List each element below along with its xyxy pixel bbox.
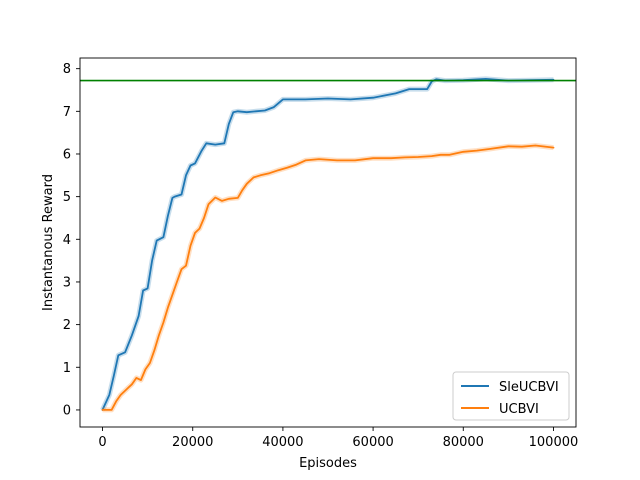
x-tick-label: 60000 bbox=[352, 435, 393, 450]
y-axis-label: Instantanous Reward bbox=[41, 174, 56, 311]
x-tick-label: 80000 bbox=[443, 435, 484, 450]
y-axis-ticks: 0 1 2 3 4 5 6 7 8 bbox=[63, 62, 80, 418]
plot-area bbox=[79, 57, 577, 428]
x-tick-label: 0 bbox=[98, 435, 106, 450]
y-tick-label: 8 bbox=[63, 62, 71, 77]
series-layer bbox=[100, 76, 555, 413]
legend: SleUCBVI UCBVI bbox=[452, 371, 570, 421]
legend-label-ucbvi: UCBVI bbox=[499, 402, 539, 417]
y-tick-label: 1 bbox=[63, 361, 71, 376]
x-tick-label: 100000 bbox=[529, 435, 579, 450]
y-tick-label: 0 bbox=[63, 403, 71, 418]
y-tick-label: 6 bbox=[63, 147, 71, 162]
axes-frame bbox=[79, 57, 577, 428]
series-line-ucbvi bbox=[101, 144, 555, 411]
x-axis-label: Episodes bbox=[299, 456, 357, 471]
y-tick-label: 5 bbox=[63, 190, 71, 205]
series-line-sleucbvi bbox=[101, 78, 555, 411]
y-tick-label: 7 bbox=[63, 105, 71, 120]
legend-label-sleucbvi: SleUCBVI bbox=[499, 380, 559, 395]
y-tick-label: 3 bbox=[63, 275, 71, 290]
y-tick-label: 2 bbox=[63, 318, 71, 333]
x-axis-ticks: 0 20000 40000 60000 80000 100000 bbox=[98, 427, 578, 450]
x-tick-label: 20000 bbox=[172, 435, 213, 450]
y-tick-label: 4 bbox=[63, 233, 71, 248]
x-tick-label: 40000 bbox=[262, 435, 303, 450]
